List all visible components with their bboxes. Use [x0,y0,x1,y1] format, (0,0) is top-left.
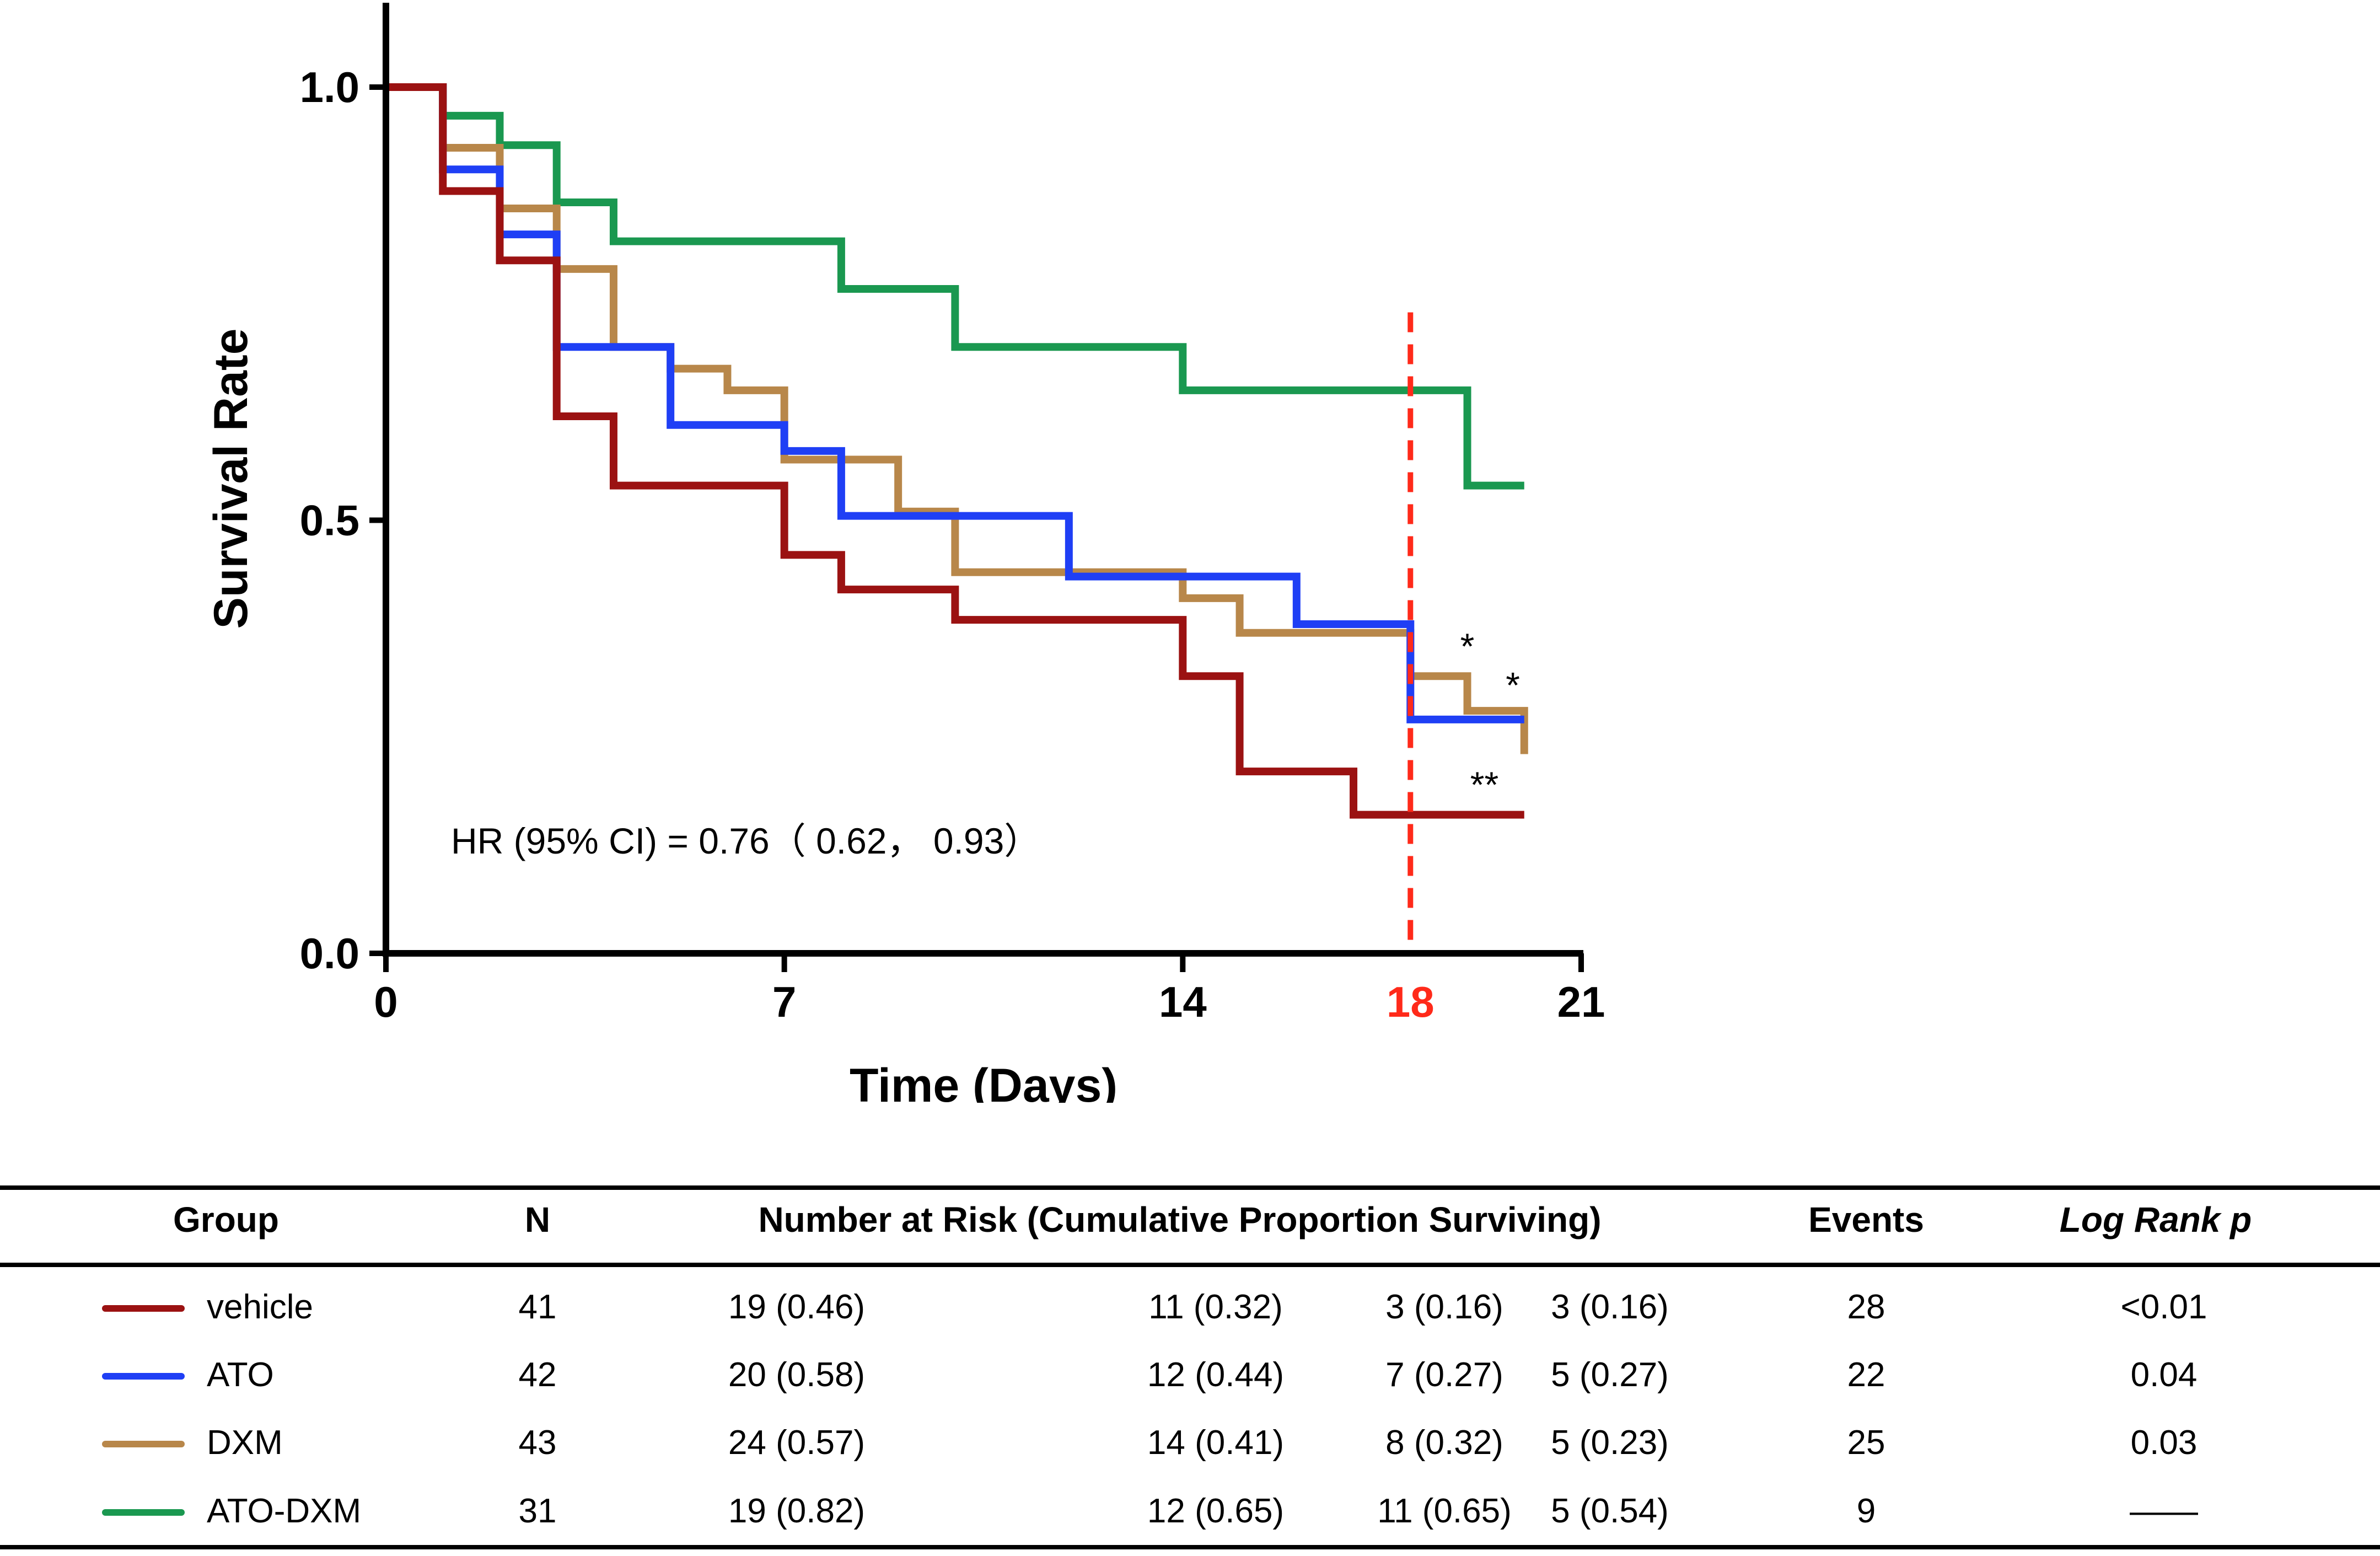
table-bottom-rule [0,1545,2380,1549]
cell-n: 43 [518,1424,557,1462]
cell-p: —— [2130,1492,2198,1530]
cell-r1: 24 (0.57) [728,1424,866,1462]
legend-swatch-dxm [102,1441,185,1447]
x-tick-label: 21 [1557,978,1605,1026]
cell-r1: 19 (0.82) [728,1492,866,1530]
cell-p: 0.04 [2130,1356,2198,1394]
cell-n: 31 [518,1492,557,1530]
marker-day-label: 18 [1387,978,1435,1026]
significance-mark-ato: * [1506,665,1520,706]
significance-mark-dxm: * [1460,626,1475,667]
header-group: Group [173,1200,279,1240]
cell-p: 0.03 [2130,1424,2198,1462]
cell-p: <0.01 [2120,1288,2207,1326]
cell-events: 22 [1847,1356,1885,1394]
cell-name: ATO-DXM [207,1492,362,1530]
cell-r3: 8 (0.32) [1385,1424,1503,1462]
significance-mark-vehicle: ** [1470,764,1498,805]
cell-events: 25 [1847,1424,1885,1462]
legend-swatch-ato-dxm [102,1509,185,1516]
y-tick-label: 0.0 [300,929,359,978]
x-tick-label: 14 [1159,978,1207,1026]
y-tick-label: 1.0 [300,63,359,111]
cell-r4: 5 (0.23) [1551,1424,1669,1462]
hr-annotation: HR (95% CI) = 0.76（ 0.62， 0.93） [451,820,1040,861]
cell-r2: 11 (0.32) [1148,1288,1283,1326]
cell-events: 28 [1847,1288,1885,1326]
table-top-rule [0,1185,2380,1190]
x-tick-label: 0 [374,978,397,1026]
header-risk: Number at Risk (Cumulative Proportion Su… [758,1200,1602,1240]
significance-marks: **** [1460,626,1520,805]
x-ticks: 0 7 14 21 18 [374,953,1605,1026]
cell-r2: 12 (0.65) [1147,1492,1285,1530]
cell-r3: 3 (0.16) [1385,1288,1503,1326]
series-line-vehicle [386,83,1524,819]
cell-r1: 20 (0.58) [728,1356,866,1394]
header-events: Events [1808,1200,1924,1240]
cell-r4: 5 (0.54) [1551,1492,1669,1530]
cell-r3: 7 (0.27) [1385,1356,1503,1394]
series-line-ato-dxm [386,83,1524,490]
series-line-ato [386,83,1524,723]
cell-n: 41 [518,1288,557,1326]
legend-swatch-vehicle [102,1305,185,1312]
x-tick-label: 7 [772,978,796,1026]
cell-r2: 12 (0.44) [1147,1356,1285,1394]
legend-swatch-ato [102,1373,185,1380]
y-tick-label: 0.5 [300,496,359,545]
header-n: N [524,1200,551,1240]
cell-r2: 14 (0.41) [1147,1424,1285,1462]
table-header-rule [0,1263,2380,1267]
cell-events: 9 [1856,1492,1876,1530]
header-logrank: Log Rank p [2059,1200,2252,1240]
cell-r3: 11 (0.65) [1377,1492,1512,1530]
x-axis-label: Time (Days) [850,1059,1118,1103]
y-axis-label: Survival Rate [205,329,257,629]
cell-r4: 3 (0.16) [1551,1288,1669,1326]
series-layer [386,83,1528,819]
cell-name: DXM [207,1424,283,1462]
cell-r4: 5 (0.27) [1551,1356,1669,1394]
cell-name: ATO [207,1356,274,1394]
y-ticks: 0.0 0.5 1.0 [300,63,386,978]
cell-name: vehicle [207,1288,313,1326]
cell-n: 42 [518,1356,557,1394]
cell-r1: 19 (0.46) [728,1288,866,1326]
